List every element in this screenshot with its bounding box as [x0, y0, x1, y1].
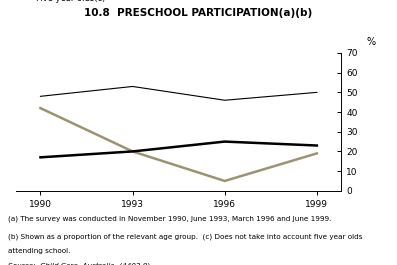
- Text: attending school.: attending school.: [8, 248, 70, 254]
- Text: (b) Shown as a proportion of the relevant age group.  (c) Does not take into acc: (b) Shown as a proportion of the relevan…: [8, 233, 362, 240]
- Text: %: %: [366, 37, 375, 47]
- Legend: Three year olds, Four year olds, Five year olds(c): Three year olds, Four year olds, Five ye…: [13, 0, 106, 3]
- Text: (a) The survey was conducted in November 1990, June 1993, March 1996 and June 19: (a) The survey was conducted in November…: [8, 216, 331, 223]
- Text: Source:  Child Care, Australia  (4402.0).: Source: Child Care, Australia (4402.0).: [8, 262, 152, 265]
- Text: 10.8  PRESCHOOL PARTICIPATION(a)(b): 10.8 PRESCHOOL PARTICIPATION(a)(b): [85, 8, 312, 18]
